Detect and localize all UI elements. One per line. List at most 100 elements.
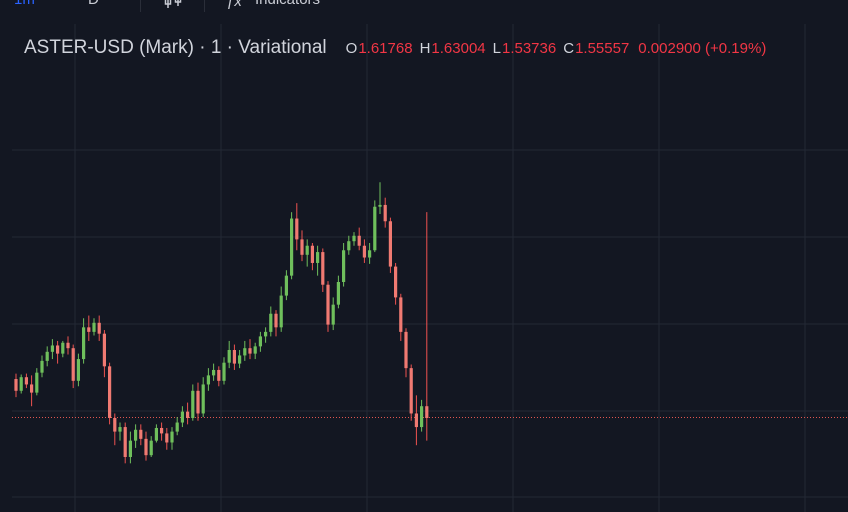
- candle-body: [264, 331, 268, 337]
- candle-body: [269, 313, 273, 332]
- candle-body: [342, 250, 346, 282]
- candle: [409, 364, 413, 421]
- candle-body: [238, 355, 242, 364]
- candle: [383, 197, 387, 228]
- candle: [321, 248, 325, 292]
- candle-body: [394, 266, 398, 298]
- chart-legend: ASTER-USD (Mark) · 1 · Variational O 1.6…: [24, 36, 766, 60]
- candle-body: [420, 406, 424, 428]
- candle-body: [61, 342, 65, 354]
- candle-body: [40, 360, 44, 373]
- candle: [35, 368, 39, 396]
- candle: [144, 431, 148, 461]
- candle-body: [50, 345, 54, 352]
- candle-body: [212, 369, 216, 376]
- candles-icon[interactable]: [164, 0, 184, 12]
- candle-body: [123, 427, 127, 457]
- candle: [232, 344, 236, 370]
- candle-body: [295, 218, 299, 240]
- top-toolbar: 1m D ƒx Indicators: [0, 0, 848, 12]
- candle-body: [180, 411, 184, 423]
- candle: [175, 417, 179, 436]
- candle-body: [310, 245, 314, 263]
- candle: [40, 355, 44, 378]
- interval-button[interactable]: 1m: [14, 0, 35, 8]
- candle: [425, 212, 429, 441]
- candle: [139, 424, 143, 446]
- candle: [295, 203, 299, 251]
- candle: [368, 243, 372, 264]
- candle-body: [414, 413, 418, 428]
- candle: [217, 366, 221, 387]
- candle: [336, 275, 340, 309]
- candle-body: [196, 390, 200, 414]
- candles-series: [14, 182, 429, 464]
- candle: [373, 200, 377, 253]
- toolbar-divider: [140, 0, 141, 12]
- candle-body: [24, 377, 28, 385]
- candle-body: [191, 390, 195, 418]
- candle-body: [248, 348, 252, 354]
- candle: [212, 363, 216, 381]
- symbol-title[interactable]: ASTER-USD (Mark) · 1 · Variational: [24, 37, 327, 58]
- candle: [310, 243, 314, 271]
- candle-body: [118, 427, 122, 432]
- candle: [102, 330, 106, 378]
- candle-body: [378, 204, 382, 207]
- candle: [279, 286, 283, 332]
- candle: [154, 424, 158, 443]
- close-value: 1.55557: [575, 39, 630, 57]
- candle: [342, 243, 346, 287]
- open-key: O: [345, 39, 358, 57]
- candle-body: [128, 440, 132, 457]
- candle: [19, 374, 23, 394]
- candle-body: [144, 438, 148, 456]
- candle-body: [425, 406, 429, 418]
- candle: [269, 306, 273, 337]
- candle-body: [373, 206, 377, 251]
- candle: [243, 340, 247, 361]
- candle-body: [149, 440, 153, 456]
- candle-body: [175, 422, 179, 432]
- close-key: C: [563, 39, 575, 57]
- candle-body: [14, 379, 18, 391]
- candle: [274, 310, 278, 337]
- candle-body: [139, 429, 143, 439]
- candle: [378, 182, 382, 214]
- candle: [352, 232, 356, 246]
- candle-body: [383, 204, 387, 222]
- indicators-button[interactable]: Indicators: [255, 0, 320, 8]
- candle: [108, 362, 112, 425]
- indicators-icon[interactable]: ƒx: [226, 0, 242, 10]
- candle: [284, 270, 288, 301]
- candle-body: [331, 304, 335, 325]
- candle-body: [227, 350, 231, 363]
- open-value: 1.61768: [358, 39, 413, 57]
- candle: [238, 350, 242, 369]
- low-key: L: [492, 39, 501, 57]
- candle-body: [368, 250, 372, 258]
- candle: [420, 399, 424, 432]
- candle: [305, 239, 309, 267]
- candle: [165, 427, 169, 450]
- candle-body: [357, 235, 361, 246]
- candle-body: [30, 384, 34, 393]
- candle-body: [253, 346, 257, 354]
- candle: [149, 436, 153, 457]
- candle: [14, 373, 18, 398]
- candle-body: [165, 433, 169, 443]
- candle: [66, 336, 70, 355]
- candle: [87, 315, 91, 341]
- candle-body: [102, 333, 106, 367]
- candle: [290, 212, 294, 280]
- candle: [113, 413, 117, 446]
- candle-body: [154, 427, 158, 441]
- low-value: 1.53736: [501, 39, 557, 57]
- candle-body: [113, 418, 117, 432]
- candle: [97, 315, 101, 341]
- chart-type-button[interactable]: D: [88, 0, 99, 8]
- candle: [253, 342, 257, 360]
- candle: [404, 328, 408, 378]
- candle-body: [160, 427, 164, 434]
